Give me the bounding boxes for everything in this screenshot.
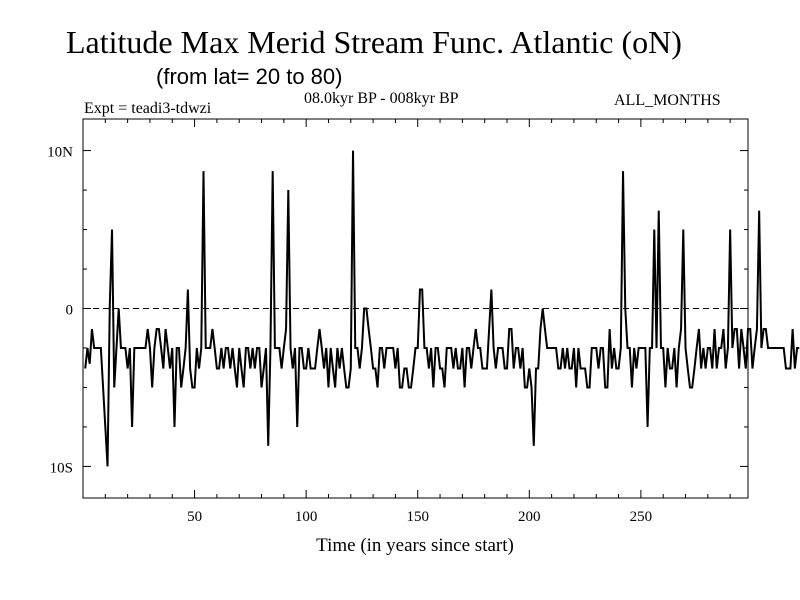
chart-subtitle: (from lat= 20 to 80) [156, 64, 343, 89]
y-axis: 10N 0 10S [47, 145, 748, 476]
series-line [84, 150, 800, 467]
chart-title: Latitude Max Merid Stream Func. Atlantic… [66, 24, 682, 60]
x-tick-label: 150 [406, 509, 429, 525]
x-tick-label: 200 [518, 509, 541, 525]
y-tick-label: 10N [47, 145, 73, 161]
x-tick-label: 50 [187, 509, 202, 525]
x-tick-label: 250 [630, 509, 653, 525]
y-tick-label: 10S [50, 460, 73, 476]
x-tick-label: 100 [295, 509, 318, 525]
period-label: 08.0kyr BP - 008kyr BP [304, 90, 459, 107]
x-axis: 50 100 150 200 250 [104, 119, 731, 525]
x-axis-label: Time (in years since start) [316, 535, 514, 556]
months-label: ALL_MONTHS [614, 92, 721, 109]
experiment-label: Expt = teadi3-tdwzi [84, 100, 212, 117]
y-tick-label: 0 [66, 303, 74, 319]
